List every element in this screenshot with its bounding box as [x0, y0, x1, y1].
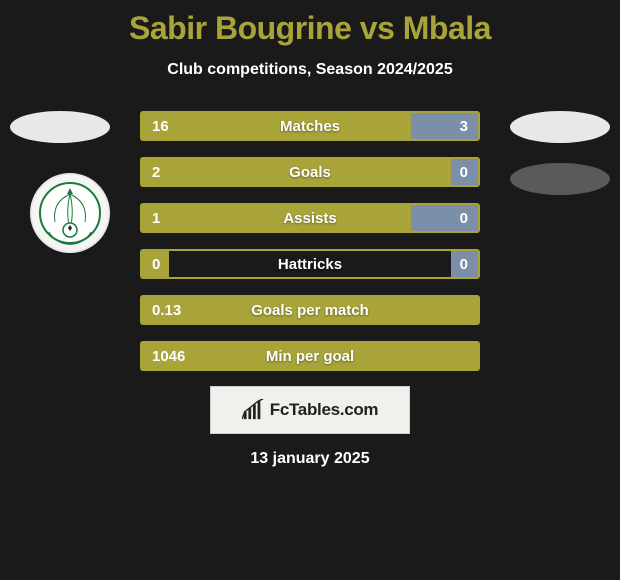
stat-left-value: 0 [142, 251, 169, 277]
team-badge-right-placeholder [510, 163, 610, 195]
player-photo-right-placeholder [510, 111, 610, 143]
date-text: 13 january 2025 [0, 450, 620, 468]
subtitle: Club competitions, Season 2024/2025 [0, 61, 620, 79]
stat-left-value: 2 [142, 159, 451, 185]
stat-left-value: 0.13 [142, 297, 478, 323]
stat-right-value: 3 [411, 113, 478, 139]
stat-bars-container: 163Matches20Goals10Assists00Hattricks0.1… [140, 111, 480, 387]
stat-right-value: 0 [451, 159, 478, 185]
stat-bar: 20Goals [140, 157, 480, 187]
stat-bar: 0 0Hattricks [140, 249, 480, 279]
club-crest-icon [37, 180, 103, 246]
team-crest-left [30, 173, 110, 253]
player-photo-left-placeholder [10, 111, 110, 143]
stat-right-value: 0 [451, 251, 478, 277]
logo-text: FcTables.com [270, 400, 379, 420]
stat-bar: 10Assists [140, 203, 480, 233]
page-title: Sabir Bougrine vs Mbala [0, 0, 620, 47]
stat-left-value: 1 [142, 205, 411, 231]
chart-icon [242, 399, 264, 421]
stat-label: Hattricks [142, 251, 478, 277]
stat-left-value: 16 [142, 113, 411, 139]
stat-bar: 0.13Goals per match [140, 295, 480, 325]
fctables-logo-box: FcTables.com [210, 386, 410, 434]
stat-bar: 1046Min per goal [140, 341, 480, 371]
stat-bar: 163Matches [140, 111, 480, 141]
stat-right-value: 0 [411, 205, 478, 231]
stat-left-value: 1046 [142, 343, 478, 369]
